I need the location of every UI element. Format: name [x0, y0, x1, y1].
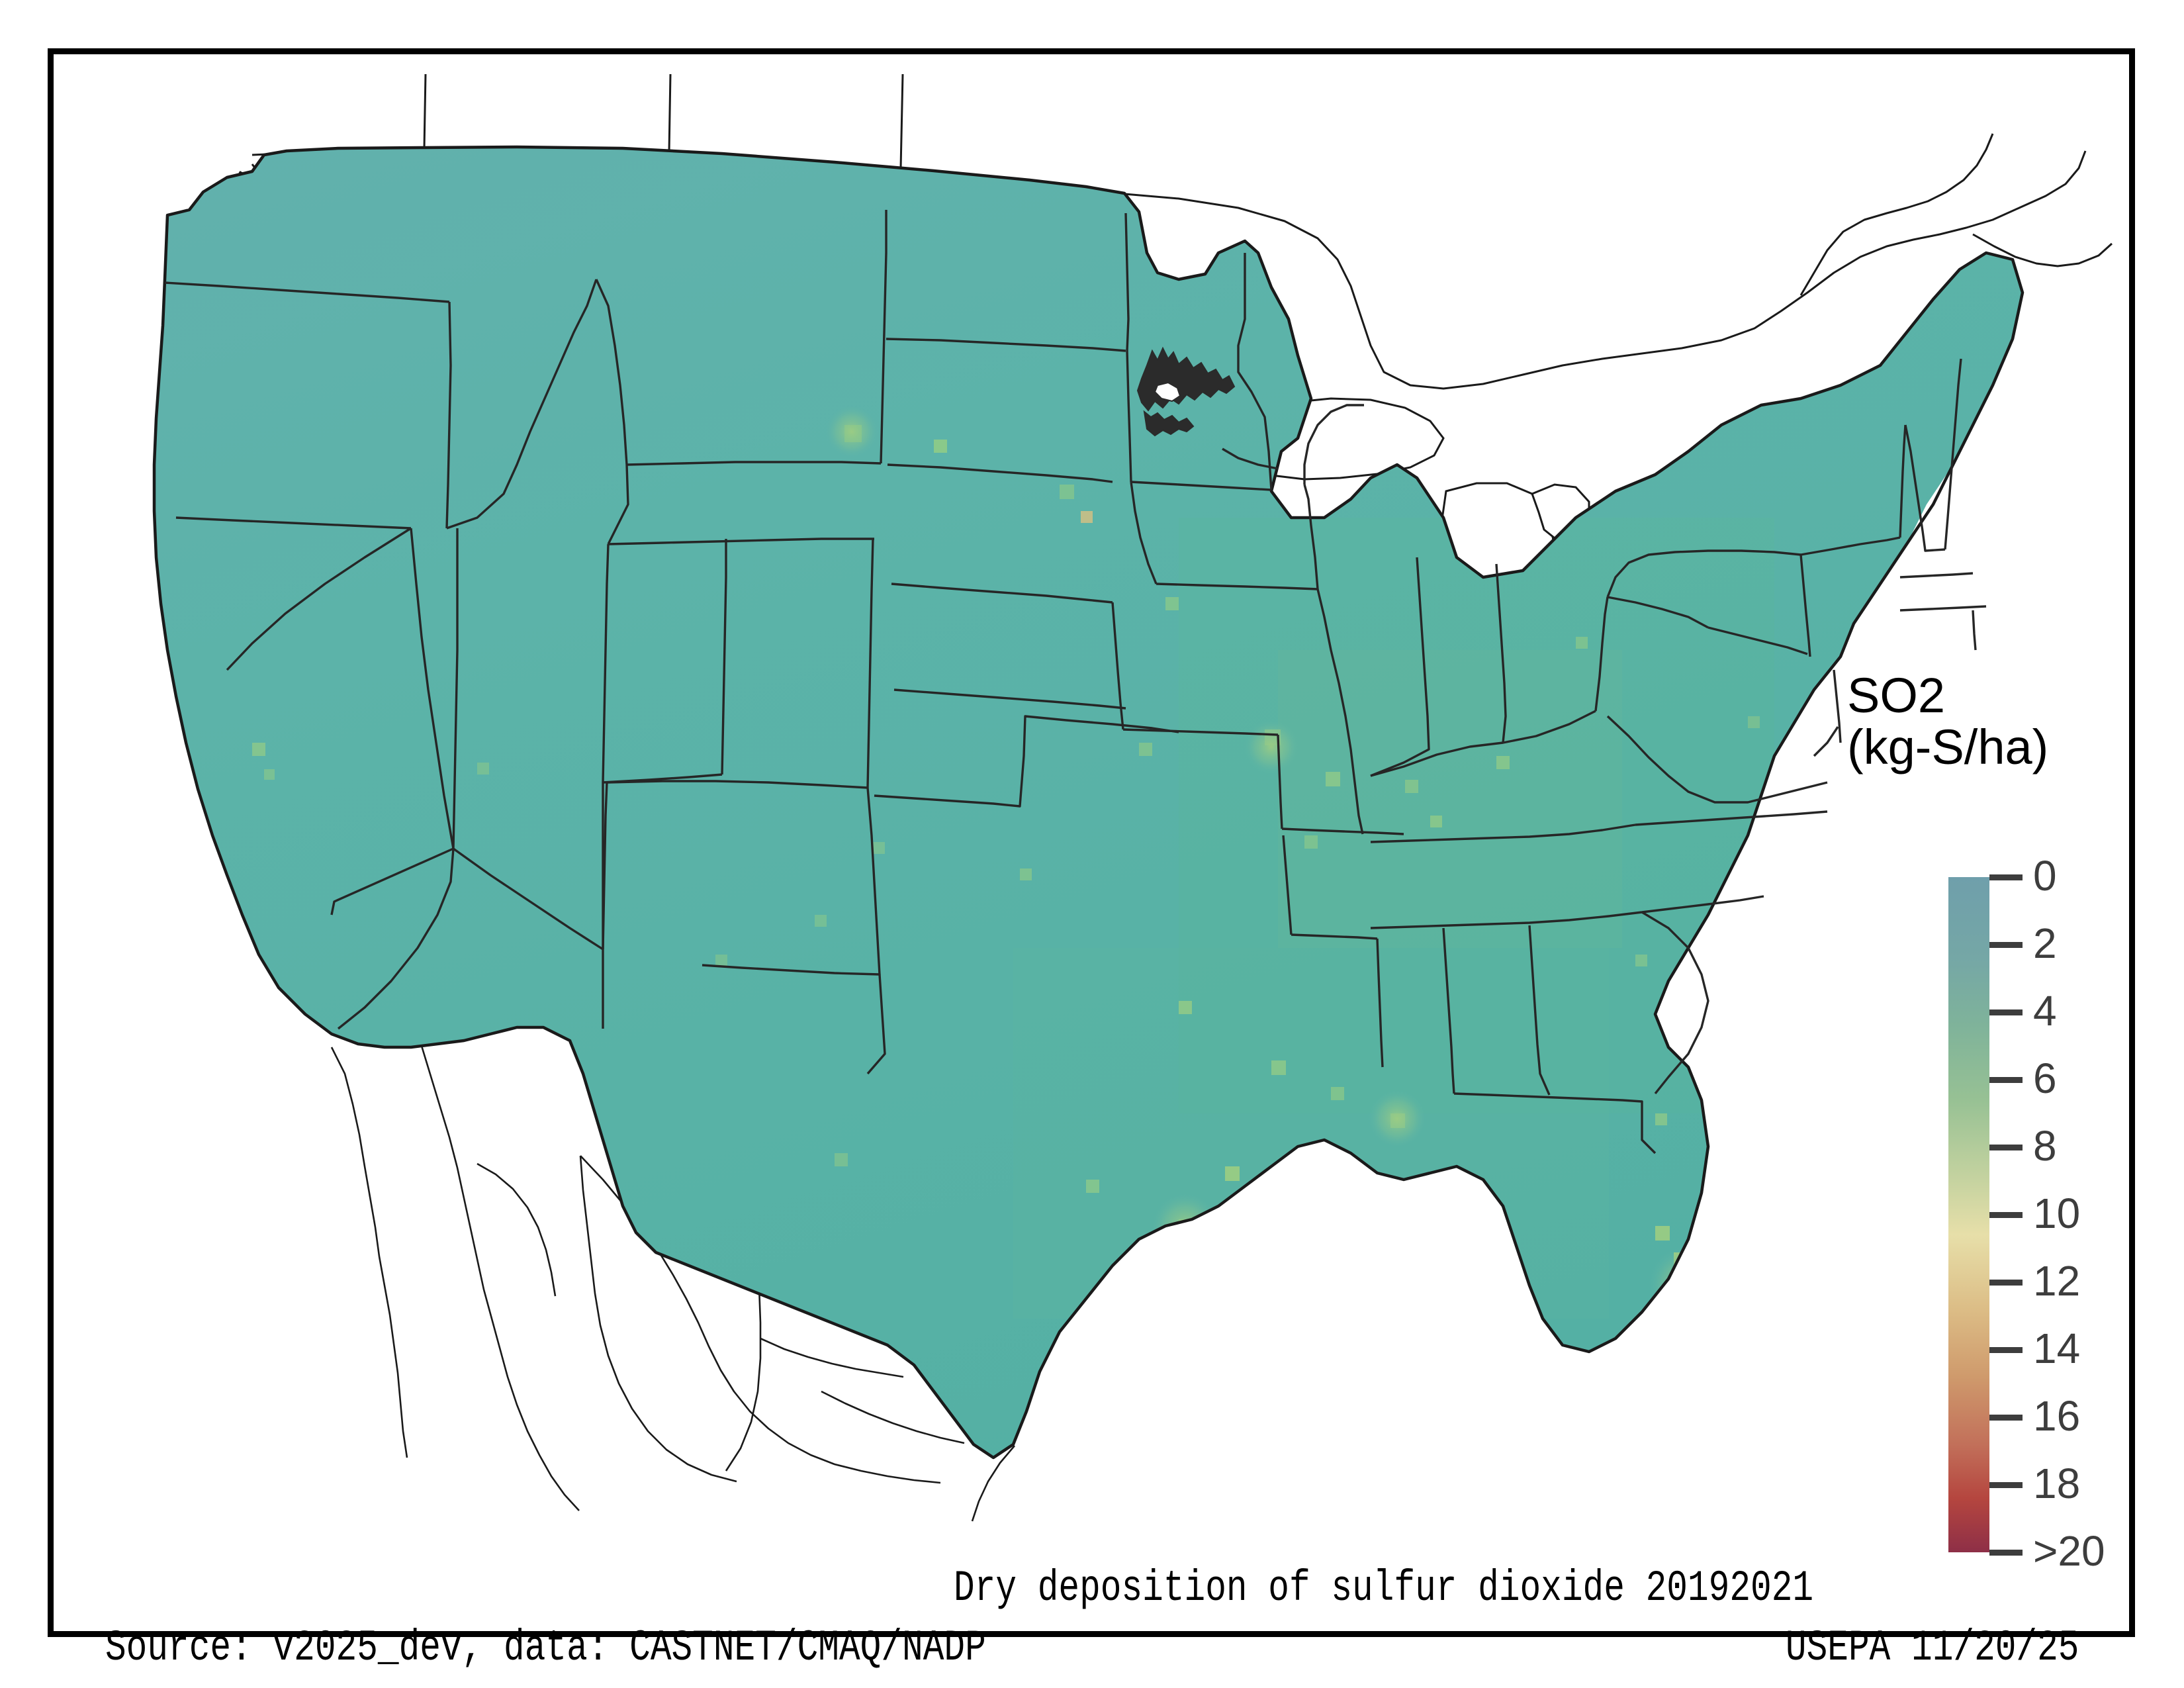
colorbar-tick [1989, 942, 2023, 948]
figure-caption: Dry deposition of sulfur dioxide 2019202… [954, 1564, 1814, 1613]
choropleth-map [152, 73, 2113, 1522]
legend-title-line2: (kg-S/ha) [1847, 720, 2049, 775]
colorbar-tick [1989, 1077, 2023, 1083]
lake-of-the-woods-detail [1136, 346, 1236, 437]
colorbar-tick [1989, 1009, 2023, 1015]
colorbar-tick-label: 18 [2033, 1460, 2081, 1507]
figure-frame: SO2 (kg-S/ha) 0 2 4 6 8 10 12 14 16 18 >20 Dry depo… [48, 48, 2135, 1673]
colorbar-tick [1989, 1212, 2023, 1218]
colorbar-gradient [1948, 877, 1989, 1552]
colorbar-tick-label: 16 [2033, 1392, 2081, 1440]
conus-boundary [152, 145, 2025, 1460]
colorbar-tick-label: >20 [2033, 1527, 2105, 1575]
map-canvas [54, 54, 2141, 1530]
colorbar-tick-label: 4 [2033, 987, 2057, 1035]
colorbar-tick [1989, 1415, 2023, 1421]
colorbar-tick-label: 6 [2033, 1055, 2057, 1102]
colorbar-tick [1989, 1145, 2023, 1150]
legend-title-line1: SO2 [1847, 668, 1946, 723]
colorbar-tick [1989, 874, 2023, 880]
colorbar-tick-label: 8 [2033, 1122, 2057, 1170]
colorbar-tick-label: 12 [2033, 1257, 2081, 1305]
agency-line: USEPA 11/20/25 [1785, 1623, 2079, 1673]
state-borders [164, 210, 1987, 1154]
colorbar-tick-label: 2 [2033, 919, 2057, 967]
colorbar-tick-label: 10 [2033, 1190, 2081, 1237]
colorbar-tick-label: 0 [2033, 852, 2057, 900]
source-line: Source: v2025_dev, data: CASTNET/CMAQ/NA… [105, 1623, 986, 1673]
extreme-hotspot-brownsville [1021, 1436, 1068, 1458]
colorbar: 0 2 4 6 8 10 12 14 16 18 >20 [1948, 855, 2160, 1572]
legend-title: SO2 (kg-S/ha) [1847, 668, 2132, 775]
colorbar-tick [1989, 1280, 2023, 1286]
colorbar-tick [1989, 1550, 2023, 1556]
colorbar-tick [1989, 1347, 2023, 1353]
colorbar-tick [1989, 1482, 2023, 1488]
deposition-raster [154, 147, 2023, 1458]
colorbar-tick-label: 14 [2033, 1325, 2081, 1372]
legend-block: SO2 (kg-S/ha) [1847, 668, 2132, 775]
